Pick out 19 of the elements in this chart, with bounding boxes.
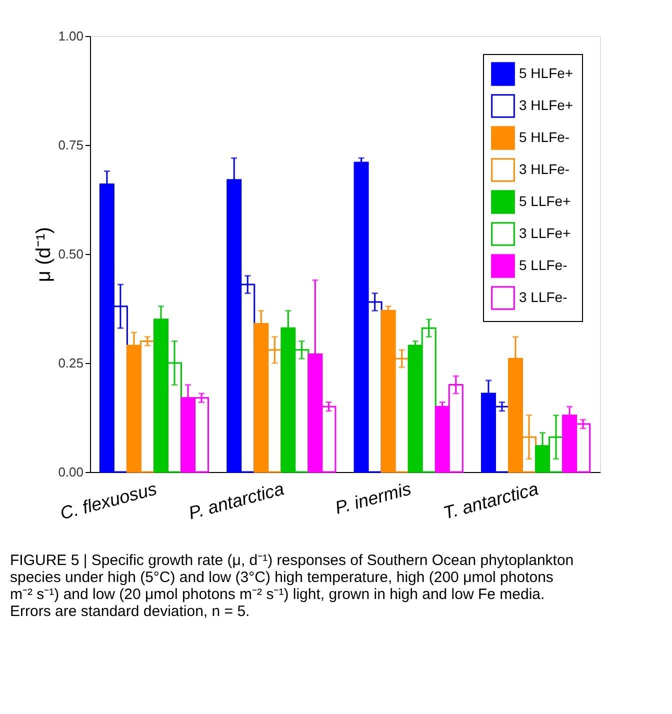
legend-label: 5 HLFe+ bbox=[519, 65, 574, 81]
y-tick-label: 0.00 bbox=[58, 464, 84, 480]
legend-label: 3 HLFe- bbox=[519, 161, 570, 177]
legend-label: 5 LLFe- bbox=[519, 257, 568, 273]
legend-label: 5 HLFe- bbox=[519, 129, 570, 145]
y-tick-label: 0.25 bbox=[58, 356, 84, 370]
legend-label: 3 LLFe+ bbox=[519, 225, 571, 241]
caption: FIGURE 5 | Specific growth rate (μ, d⁻¹) responses of Southern Ocean phytoplankton species under high (5°C) and low (3°C) high temperature, high (200 μmol photons m⁻² s⁻¹) and low (20 μmol photons m⁻² s⁻¹) light, grown in high and low Fe media. Errors are standard deviation, n = 5. bbox=[10, 552, 574, 620]
x-tick-label: C. flexuosus bbox=[58, 478, 159, 524]
y-tick-label: 1.00 bbox=[58, 28, 84, 44]
y-tick-label: 0.50 bbox=[58, 246, 84, 262]
x-tick-label: T. antarctica bbox=[441, 478, 540, 524]
x-tick-label: P. inermis bbox=[333, 478, 414, 518]
legend-label: 3 HLFe+ bbox=[519, 97, 574, 113]
x-tick-label: P. antarctica bbox=[186, 478, 286, 524]
legend-label: 5 LLFe+ bbox=[519, 193, 571, 209]
y-axis-title: μ (d⁻¹) bbox=[33, 226, 56, 282]
y-tick-label: 0.75 bbox=[58, 138, 84, 152]
legend-label: 3 LLFe- bbox=[519, 289, 568, 305]
